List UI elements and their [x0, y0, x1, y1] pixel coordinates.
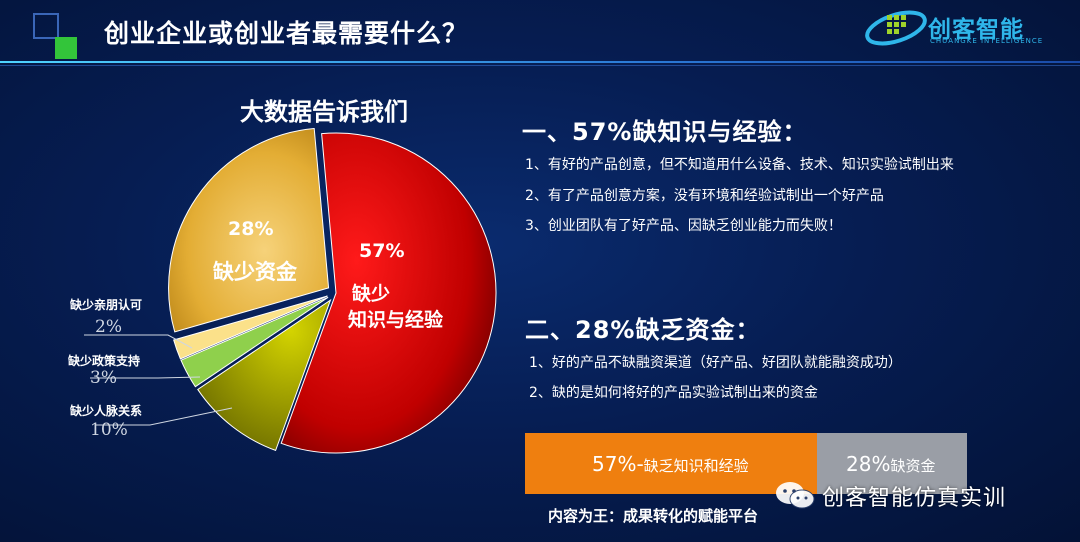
pie-chart [84, 128, 497, 454]
bar-knowledge-label: 缺乏知识和经验 [643, 457, 749, 475]
slice-network-pct: 10% [90, 420, 128, 440]
slice-policy-pct: 3% [90, 368, 117, 388]
slice-policy-label: 缺少政策支持 [68, 354, 141, 368]
footer-tagline: 内容为王：成果转化的赋能平台 [548, 507, 759, 525]
header-square-green [55, 37, 77, 59]
header-divider-thin [0, 65, 1080, 66]
bar-funds [817, 433, 967, 494]
slice-relatives-label: 缺少亲朋认可 [70, 298, 143, 312]
pie-slices [168, 128, 497, 454]
section2-item: 1、好的产品不缺融资渠道（好产品、好团队就能融资成功） [529, 355, 902, 371]
bar-funds-label: 缺资金 [890, 457, 936, 475]
section1-item: 3、创业团队有了好产品、因缺乏创业能力而失败！ [525, 218, 842, 234]
leader-line-network [96, 407, 233, 426]
pie-slice-relatives [173, 295, 328, 360]
slice-knowledge-label-line2: 知识与经验 [348, 309, 444, 331]
logo-subtitle: CHUANGKE INTELLIGENCE [930, 37, 1044, 45]
bar-knowledge-pct: 57%- [592, 452, 644, 476]
section1-item: 1、有好的产品创意，但不知道用什么设备、技术、知识实验试制出来 [525, 157, 954, 173]
section2-title: 二、28%缺乏资金： [525, 316, 761, 344]
page-title: 创业企业或创业者最需要什么？ [104, 19, 469, 48]
slice-network-label: 缺少人脉关系 [70, 404, 143, 418]
slice-funds-label: 缺少资金 [213, 260, 297, 284]
bar-funds-pct: 28% [846, 452, 891, 476]
bar-funds-text: 28%缺资金 [846, 452, 935, 476]
slice-knowledge-label-line1: 缺少 [352, 283, 391, 305]
slice-knowledge-pct: 57% [359, 240, 405, 262]
pie-slice-knowledge [280, 132, 497, 454]
section1-item: 2、有了产品创意方案，没有环境和经验试制出一个好产品 [525, 188, 884, 204]
bar-knowledge [525, 433, 817, 494]
watermark-text: 创客智能仿真实训 [822, 486, 1007, 511]
leader-line-policy [90, 376, 201, 379]
pie-title: 大数据告诉我们 [240, 98, 408, 126]
slice-relatives-pct: 2% [95, 317, 122, 337]
wechat-icon [776, 482, 815, 509]
header-square-outline [33, 13, 59, 39]
header-divider [0, 61, 1080, 63]
pie-slice-funds [168, 128, 330, 333]
slice-funds-pct: 28% [228, 218, 274, 240]
pie-slice-network [197, 298, 332, 452]
leader-line-relatives [84, 334, 193, 349]
pie-leader-lines [84, 334, 233, 426]
section2-item: 2、缺的是如何将好的产品实验试制出来的资金 [529, 385, 818, 401]
section1-title: 一、57%缺知识与经验： [522, 118, 808, 146]
logo-icon [865, 10, 927, 46]
pie-slice-policy [180, 296, 329, 388]
bar-knowledge-text: 57%-缺乏知识和经验 [592, 452, 749, 476]
logo-name: 创客智能 [928, 17, 1024, 43]
